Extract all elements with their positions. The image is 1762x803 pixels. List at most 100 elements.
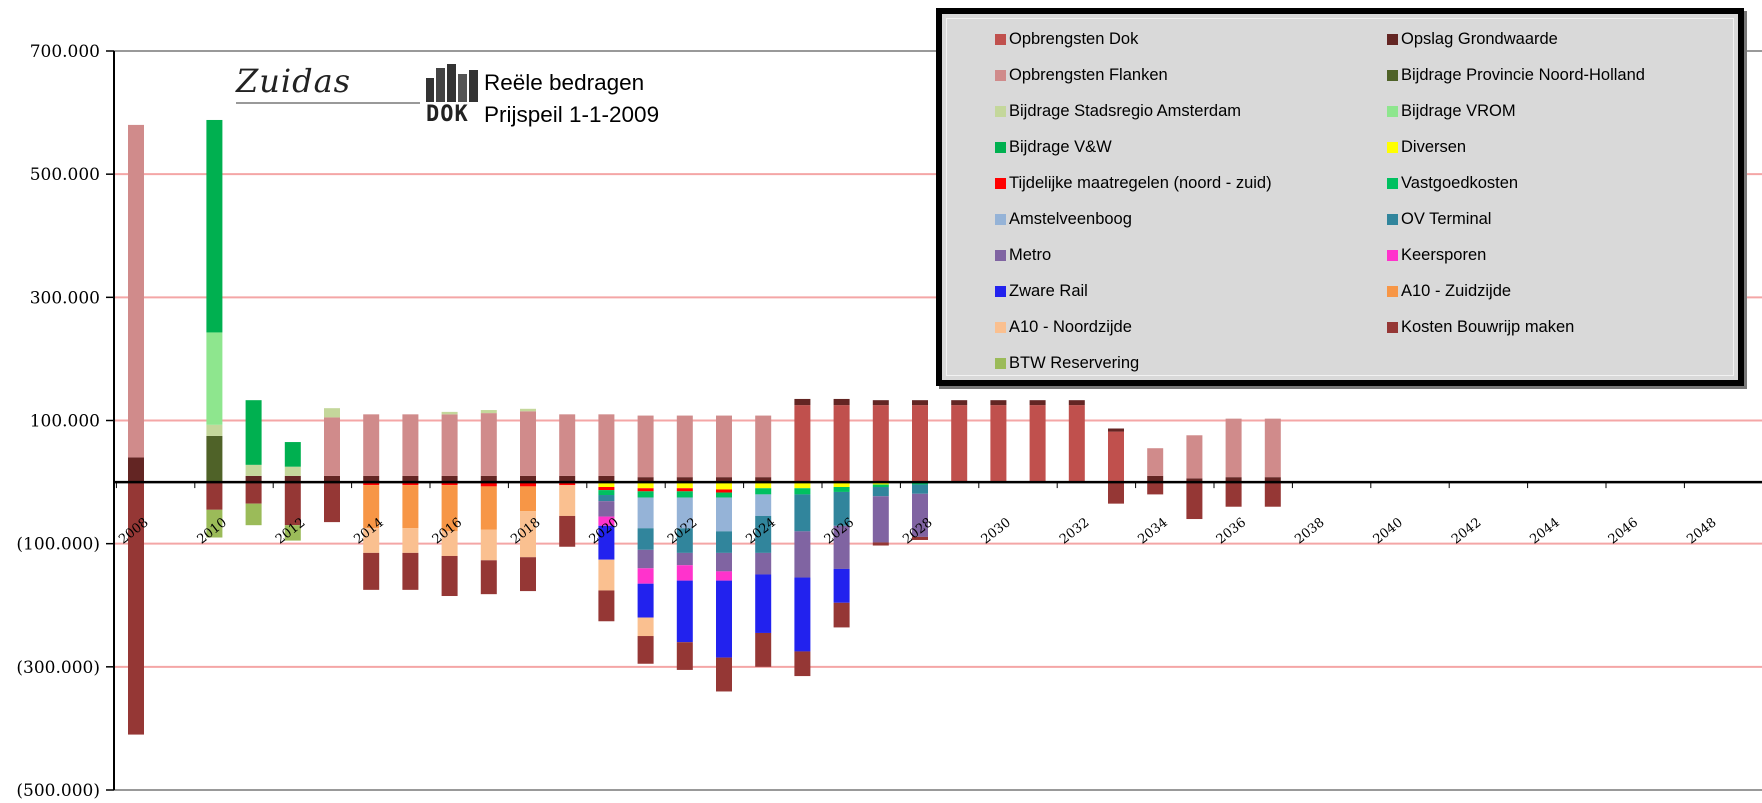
legend-label: Amstelveenboog	[1009, 209, 1132, 228]
bar-segment	[794, 398, 811, 406]
bar-segment	[1264, 418, 1281, 478]
x-tick-label: 2038	[1292, 515, 1327, 547]
bar-segment	[833, 491, 850, 526]
bar-segment	[637, 549, 654, 569]
x-tick-label: 2030	[979, 515, 1014, 547]
y-axis-ticks: 700.000 500.000 300.000 100.000 (100.000) (30…	[16, 42, 100, 801]
bar-segment	[1147, 482, 1164, 495]
bar-segment	[794, 651, 811, 677]
bar-segment	[872, 487, 889, 497]
legend-item: Tijdelijke maatregelen (noord - zuid)	[995, 173, 1272, 193]
bar-segment	[559, 414, 576, 476]
legend-item: A10 - Noordzijde	[995, 317, 1132, 337]
bar-segment	[676, 565, 693, 581]
legend-label: Zware Rail	[1009, 281, 1088, 300]
logo-dok-text: DOK	[426, 102, 469, 127]
bar-segment	[598, 482, 615, 488]
bar-segment	[206, 482, 223, 510]
bar-segment	[755, 482, 772, 489]
bar-segment	[637, 491, 654, 498]
y-tick-label: 500.000	[30, 165, 100, 185]
bar-segment	[912, 484, 928, 494]
bar-segment	[1108, 431, 1124, 483]
bar-segment	[559, 482, 576, 486]
bar-segment	[520, 411, 536, 476]
bar-segment	[598, 475, 615, 483]
bar-segment	[520, 557, 536, 592]
bar-segment	[872, 484, 889, 488]
bar-segment	[363, 475, 380, 483]
legend-item: Opslag Grondwaarde	[1387, 29, 1558, 49]
bar-segment	[1068, 405, 1085, 483]
bar-segment	[716, 415, 732, 478]
legend-label: OV Terminal	[1401, 209, 1492, 228]
legend-swatch	[995, 213, 1006, 225]
bar-segment	[833, 602, 850, 628]
bar-segment	[206, 332, 223, 425]
bar-segment	[520, 486, 536, 512]
bar-segment	[402, 475, 419, 483]
bar-segment	[833, 405, 850, 483]
subtitle-line-1: Reële bedragen	[484, 70, 645, 95]
bar-segment	[676, 528, 693, 553]
bar-segment	[833, 487, 850, 492]
legend-swatch	[1387, 249, 1398, 261]
bar-segment	[324, 475, 340, 483]
bar-segment	[520, 482, 536, 487]
legend-label: Opslag Grondwaarde	[1401, 29, 1558, 48]
bar-segment	[990, 405, 1007, 483]
bar-segment	[912, 493, 928, 537]
bar-segment	[598, 525, 615, 560]
legend-item: Vastgoedkosten	[1387, 173, 1518, 193]
bar-segment	[598, 490, 615, 496]
legend-label: Bijdrage Provincie Noord-Holland	[1401, 65, 1645, 84]
bar-segment	[716, 489, 732, 493]
legend-swatch	[995, 285, 1006, 297]
bar-segment	[637, 477, 654, 483]
bar-segment	[441, 485, 458, 532]
bar-segment	[676, 482, 693, 489]
bar-segment	[755, 488, 772, 495]
legend-swatch	[1387, 105, 1398, 117]
bar-segment	[598, 559, 615, 591]
bar-segment	[363, 552, 380, 590]
bar-segment	[716, 497, 732, 532]
bar-segment	[637, 636, 654, 664]
bar-segment	[402, 528, 419, 553]
bar-segment	[1264, 477, 1281, 483]
legend-item: Amstelveenboog	[995, 209, 1132, 229]
bar-segment	[520, 475, 536, 483]
logo-script-text: Zuidas	[236, 62, 352, 100]
bar-segment	[912, 405, 928, 483]
bar-segment	[912, 536, 928, 540]
bar-segment	[755, 552, 772, 575]
bar-segment	[716, 482, 732, 490]
legend-item: Bijdrage Provincie Noord-Holland	[1387, 65, 1645, 85]
bar-segment	[990, 400, 1007, 406]
bar-segment	[441, 531, 458, 556]
bar-segment	[794, 531, 811, 578]
bar-segment	[794, 577, 811, 652]
legend-swatch	[1387, 213, 1398, 225]
bar-segment	[598, 590, 615, 622]
bar-segment	[794, 482, 811, 489]
bar-segment	[637, 583, 654, 618]
bar-segment	[637, 482, 654, 489]
legend-swatch	[1387, 285, 1398, 297]
bar-segment	[676, 552, 693, 566]
bar-segment	[637, 617, 654, 637]
bar-segment	[284, 475, 301, 483]
bar-segment	[833, 482, 850, 488]
bar-segment	[284, 466, 301, 476]
x-tick-label: 2046	[1606, 515, 1641, 547]
bar-segment	[559, 485, 576, 516]
bar-segment	[1225, 477, 1242, 483]
bar-segment	[637, 415, 654, 478]
legend-label: Vastgoedkosten	[1401, 173, 1519, 192]
bar-segment	[441, 475, 458, 483]
bar-segment	[872, 542, 889, 546]
bar-segment	[1029, 405, 1046, 483]
bar-segment	[245, 400, 262, 465]
legend-label: Diversen	[1401, 137, 1467, 156]
legend-swatch	[995, 33, 1006, 45]
